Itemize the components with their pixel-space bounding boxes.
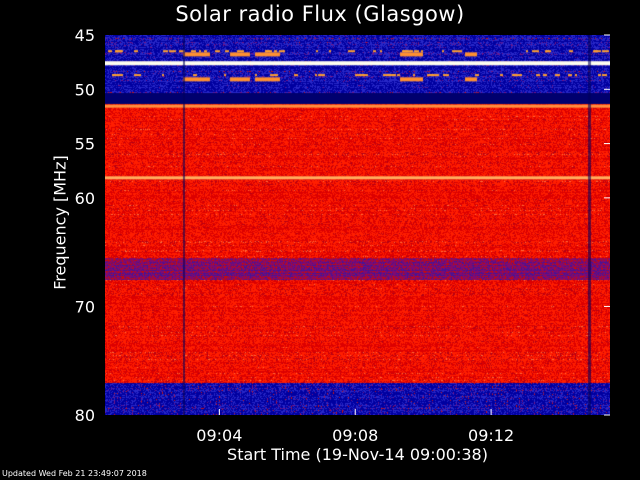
x-axis-label: Start Time (19-Nov-14 09:00:38) — [227, 445, 488, 464]
x-tick-label: 09:12 — [468, 426, 514, 445]
spectrogram-heatmap — [105, 35, 610, 415]
x-axis: 09:04 09:08 09:12 — [196, 409, 514, 445]
chart-title: Solar radio Flux (Glasgow) — [175, 2, 465, 26]
y-tick-label: 55 — [75, 135, 95, 154]
y-axis: 45 50 55 60 70 80 — [75, 26, 610, 425]
y-tick-label: 45 — [75, 26, 95, 45]
y-tick-label: 70 — [75, 297, 95, 316]
updated-timestamp: Updated Wed Feb 21 23:49:07 2018 — [2, 469, 147, 478]
y-tick-label: 50 — [75, 80, 95, 99]
y-axis-label: Frequency [MHz] — [50, 155, 70, 290]
y-tick-label: 80 — [75, 406, 95, 425]
x-tick-label: 09:08 — [332, 426, 378, 445]
x-tick-label: 09:04 — [196, 426, 242, 445]
y-tick-label: 60 — [75, 189, 95, 208]
